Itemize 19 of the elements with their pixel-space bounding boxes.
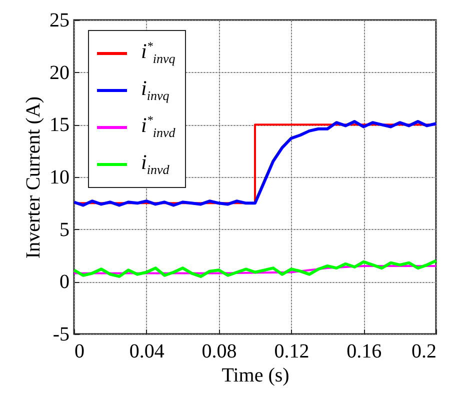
legend-label: i$_{invq}$ [141, 76, 170, 105]
line-series [73, 264, 437, 274]
x-tick-label: 0.2 [412, 340, 436, 362]
y-axis-title: Inverter Current (A) [22, 96, 44, 259]
x-tick-label: 0.08 [202, 340, 237, 362]
y-tick-label: 20 [50, 62, 70, 84]
y-tick-label: 5 [60, 218, 70, 241]
y-tick-label: -5 [52, 324, 70, 346]
x-tick-label: 0.12 [274, 340, 310, 362]
y-tick-label: 0 [60, 271, 70, 294]
legend-label: i$_{invd}$ [141, 150, 170, 179]
y-tick-label: 10 [50, 166, 70, 188]
x-tick-label: 0 [74, 340, 84, 362]
x-tick-label: 0.16 [346, 340, 382, 362]
x-axis-title: Time (s) [222, 364, 290, 386]
y-tick-label: 25 [50, 10, 70, 32]
x-tick-label: 0.04 [129, 340, 164, 362]
y-tick-label: 15 [50, 114, 70, 136]
line-series [72, 259, 438, 278]
